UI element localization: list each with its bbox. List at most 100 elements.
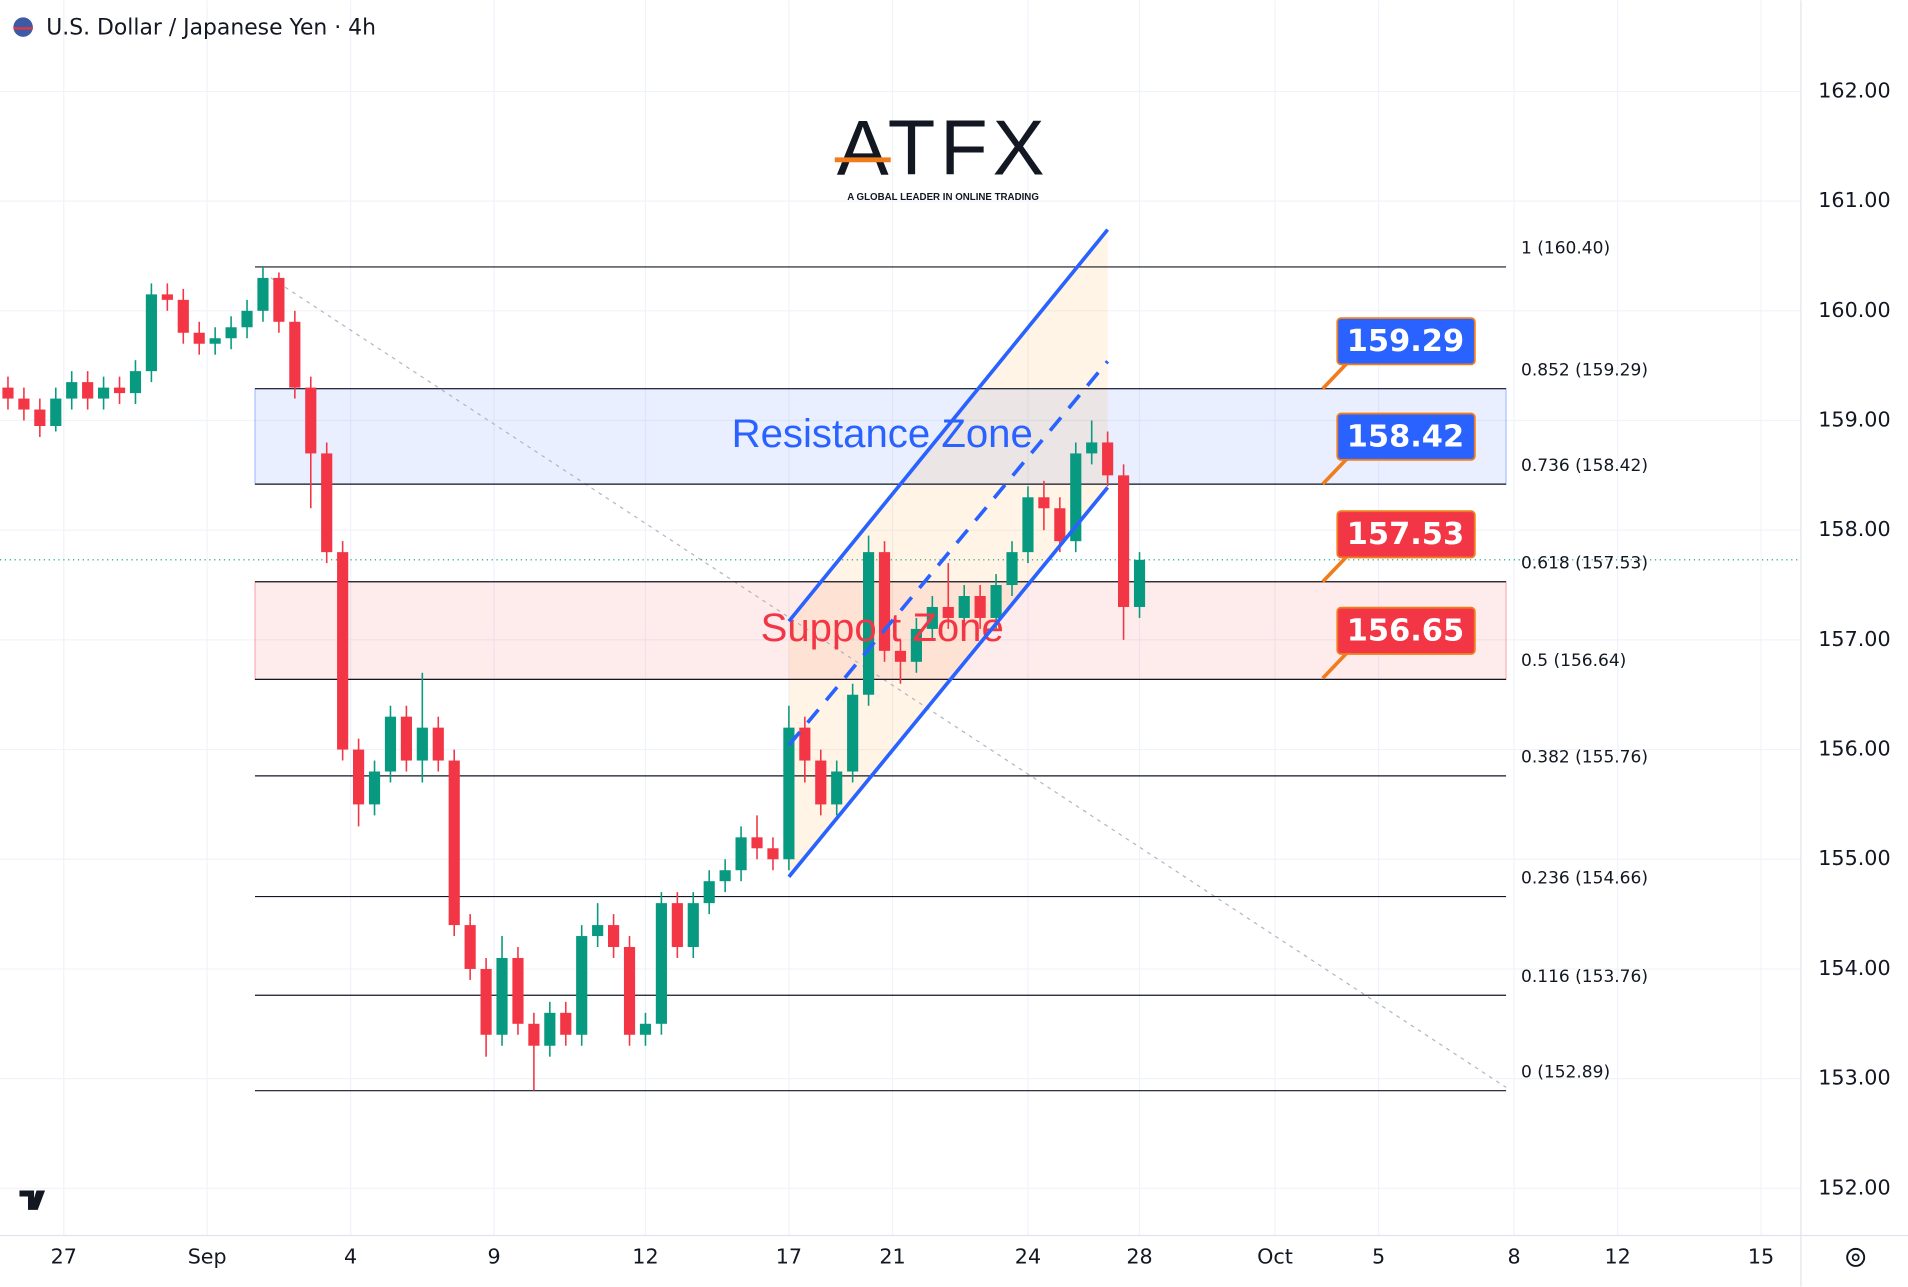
- candle-body: [751, 837, 763, 849]
- tag-pointer: [1321, 650, 1350, 680]
- price-tag: [1336, 317, 1476, 366]
- x-tick-label: 17: [776, 1244, 802, 1268]
- candle-body: [942, 606, 954, 618]
- candle-body: [161, 294, 173, 300]
- x-tick-label: 28: [1126, 1244, 1152, 1268]
- candle-body: [34, 409, 46, 426]
- price-tag-label: 157.53: [1347, 517, 1464, 552]
- candle-body: [98, 387, 110, 399]
- x-tick-label: 21: [879, 1244, 905, 1268]
- x-tick-label: 12: [1604, 1244, 1630, 1268]
- candle-body: [958, 596, 970, 618]
- channel-line: [787, 360, 1110, 747]
- y-tick-label: 162.00: [1818, 78, 1890, 102]
- candle-body: [863, 552, 875, 695]
- candle-body: [1054, 508, 1066, 542]
- candle-body: [113, 387, 126, 394]
- candle-body: [576, 936, 588, 1035]
- tag-pointer: [1321, 360, 1350, 390]
- candle-body: [257, 277, 269, 311]
- candle-body: [416, 727, 428, 761]
- tag-pointer: [1321, 553, 1350, 584]
- candle-body: [241, 310, 253, 328]
- candle-body: [337, 552, 349, 750]
- y-tick-label: 161.00: [1818, 188, 1890, 212]
- candle-body: [687, 903, 699, 948]
- tag-pointer: [1321, 456, 1350, 486]
- candle-body: [815, 760, 827, 805]
- candle-body: [799, 727, 811, 761]
- y-tick-label: 154.00: [1818, 956, 1890, 980]
- fib-label: 0 (152.89): [1521, 1062, 1610, 1082]
- candle-body: [177, 299, 189, 333]
- candle-body: [1022, 497, 1034, 553]
- x-tick-label: 5: [1372, 1244, 1385, 1268]
- logo-tagline: A GLOBAL LEADER IN ONLINE TRADING: [847, 192, 1039, 203]
- price-tag-label: 156.65: [1347, 614, 1464, 649]
- candle-body: [639, 1023, 652, 1035]
- candle-body: [2, 387, 14, 399]
- fib-label: 0.618 (157.53): [1521, 553, 1648, 573]
- y-tick-label: 158.00: [1818, 517, 1890, 541]
- candle-body: [50, 398, 62, 426]
- candle-body: [464, 925, 476, 969]
- candle-body: [990, 585, 1002, 618]
- price-tag: [1336, 510, 1476, 559]
- candle-body: [1133, 559, 1146, 607]
- x-tick-label: 27: [51, 1244, 77, 1268]
- candle-body: [974, 596, 986, 618]
- candle-body: [910, 628, 922, 662]
- candle-body: [1118, 475, 1130, 607]
- candle-body: [480, 968, 492, 1035]
- candle-body: [1038, 497, 1050, 509]
- y-tick-label: 160.00: [1818, 298, 1890, 322]
- x-tick-label: 24: [1015, 1244, 1041, 1268]
- candle-body: [353, 749, 365, 805]
- x-tick-label: 9: [487, 1244, 500, 1268]
- x-tick-label: 15: [1748, 1244, 1774, 1268]
- candle-body: [878, 552, 891, 651]
- channel-line: [787, 228, 1110, 623]
- settings-icon[interactable]: [1846, 1247, 1866, 1267]
- candle-body: [767, 848, 779, 860]
- candle-body: [560, 1012, 572, 1035]
- y-tick-label: 156.00: [1818, 737, 1890, 761]
- candle-body: [289, 321, 301, 388]
- price-tag-label: 158.42: [1347, 419, 1464, 454]
- fib-label: 0.116 (153.76): [1521, 967, 1648, 987]
- candle-body: [432, 727, 444, 761]
- candle-body: [1006, 552, 1018, 586]
- candle-body: [719, 870, 731, 882]
- candle-body: [512, 957, 524, 1024]
- x-tick-label: 4: [344, 1244, 357, 1268]
- candle-body: [145, 294, 157, 372]
- candle-body: [1086, 442, 1098, 454]
- y-tick-label: 155.00: [1818, 846, 1890, 870]
- fib-label: 1 (160.40): [1521, 239, 1610, 259]
- y-tick-label: 159.00: [1818, 408, 1890, 432]
- candle-body: [66, 382, 78, 399]
- settings-icon[interactable]: [1851, 1253, 1860, 1262]
- candle-body: [129, 371, 142, 394]
- candle-body: [496, 957, 508, 1035]
- candle-body: [305, 387, 317, 454]
- zone-label: Support Zone: [761, 605, 1004, 650]
- candle-body: [608, 925, 620, 948]
- price-tag: [1336, 606, 1476, 655]
- fib-label: 0.852 (159.29): [1521, 360, 1648, 380]
- candle-body: [193, 332, 205, 344]
- candle-body: [831, 771, 843, 805]
- channel-line: [787, 486, 1110, 878]
- fib-label: 0.5 (156.64): [1521, 651, 1626, 671]
- price-tag-label: 159.29: [1347, 324, 1464, 359]
- candle-body: [1070, 453, 1082, 542]
- candle-body: [209, 338, 221, 344]
- fib-label: 0.236 (154.66): [1521, 868, 1648, 888]
- candle-body: [623, 947, 636, 1035]
- candle-body: [655, 903, 667, 1024]
- candle-body: [735, 837, 747, 871]
- price-tag: [1336, 412, 1476, 461]
